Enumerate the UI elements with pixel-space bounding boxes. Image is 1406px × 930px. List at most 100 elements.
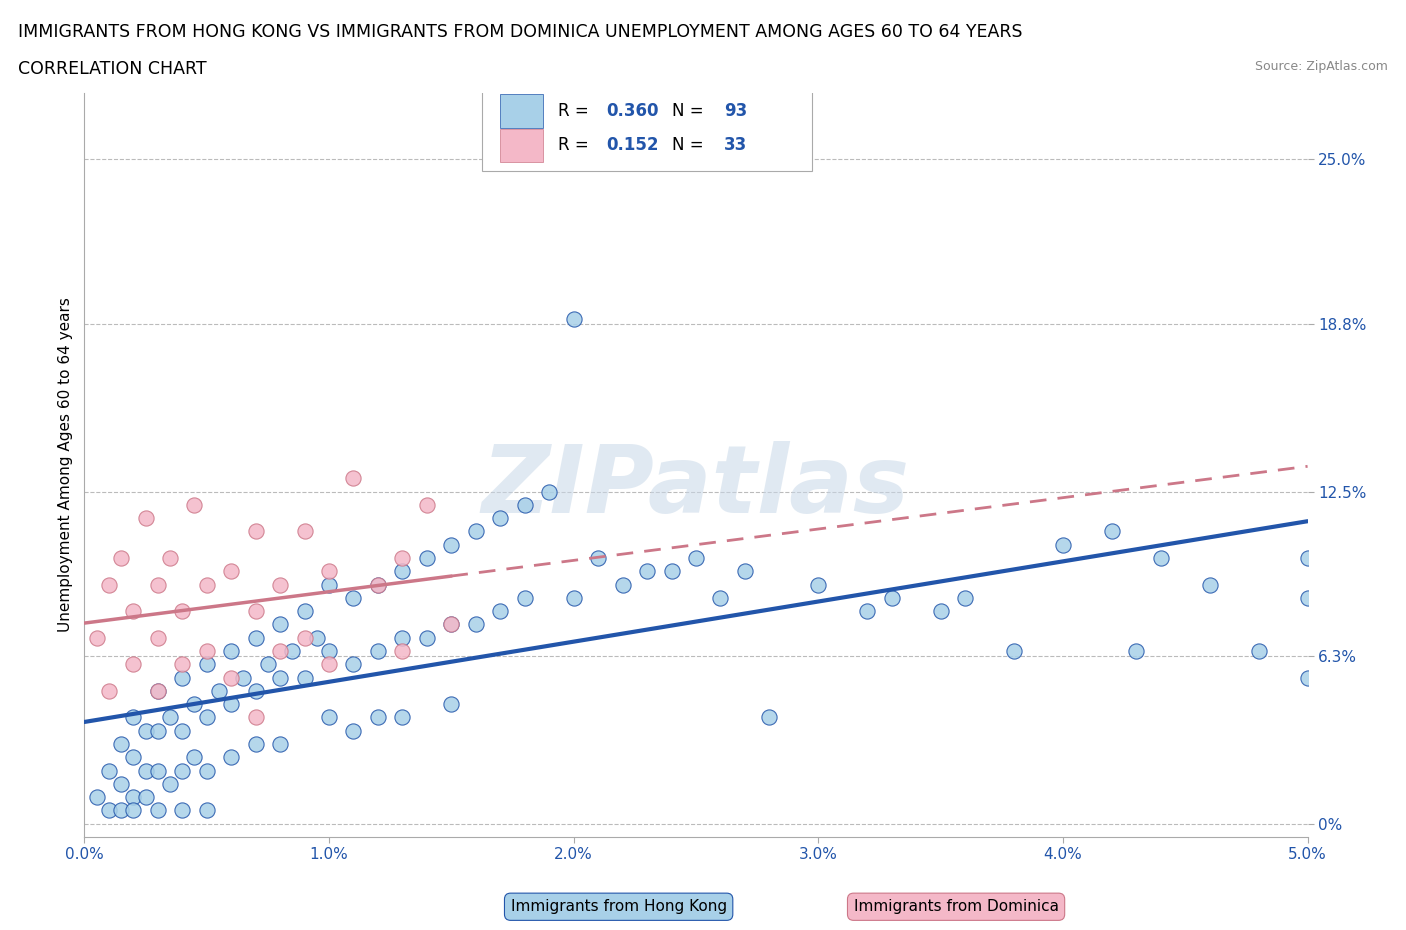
Point bbox=[342, 471, 364, 485]
Point bbox=[513, 498, 536, 512]
Point bbox=[122, 790, 145, 804]
Text: N =: N = bbox=[672, 137, 709, 154]
Point bbox=[294, 631, 316, 645]
Point bbox=[159, 551, 181, 565]
Point bbox=[391, 710, 413, 724]
Point bbox=[97, 803, 120, 817]
Text: R =: R = bbox=[558, 102, 593, 120]
Point bbox=[734, 564, 756, 578]
Point bbox=[562, 591, 585, 605]
Point bbox=[172, 803, 194, 817]
Point bbox=[97, 764, 120, 778]
Point bbox=[758, 710, 780, 724]
Point bbox=[195, 764, 218, 778]
Point bbox=[513, 591, 536, 605]
Point bbox=[245, 524, 267, 538]
Point bbox=[195, 803, 218, 817]
Point bbox=[245, 684, 267, 698]
Point bbox=[183, 498, 205, 512]
Point bbox=[1296, 671, 1319, 685]
Point bbox=[195, 657, 218, 671]
Point bbox=[245, 737, 267, 751]
Point bbox=[586, 551, 609, 565]
Text: ZIPatlas: ZIPatlas bbox=[482, 442, 910, 533]
Point bbox=[122, 604, 145, 618]
Point bbox=[1002, 644, 1025, 658]
Point bbox=[110, 737, 132, 751]
Point bbox=[97, 578, 120, 592]
Point bbox=[172, 724, 194, 738]
Text: CORRELATION CHART: CORRELATION CHART bbox=[18, 60, 207, 78]
Point bbox=[318, 710, 340, 724]
Point bbox=[440, 697, 463, 711]
Point bbox=[953, 591, 976, 605]
Point bbox=[1247, 644, 1270, 658]
Point bbox=[269, 671, 291, 685]
Point bbox=[122, 710, 145, 724]
Point bbox=[342, 724, 364, 738]
Point bbox=[219, 671, 242, 685]
Point bbox=[1296, 551, 1319, 565]
Point bbox=[342, 591, 364, 605]
Point bbox=[562, 312, 585, 326]
Point bbox=[856, 604, 879, 618]
Point bbox=[489, 511, 512, 525]
Point bbox=[135, 511, 157, 525]
FancyBboxPatch shape bbox=[482, 86, 813, 171]
Point bbox=[219, 750, 242, 764]
Point bbox=[146, 803, 169, 817]
Point bbox=[1198, 578, 1220, 592]
Point bbox=[416, 631, 439, 645]
Point bbox=[122, 803, 145, 817]
Point bbox=[172, 604, 194, 618]
Point bbox=[880, 591, 903, 605]
Point bbox=[391, 551, 413, 565]
Text: 33: 33 bbox=[724, 137, 748, 154]
Point bbox=[183, 697, 205, 711]
Point bbox=[1150, 551, 1173, 565]
Text: 0.360: 0.360 bbox=[606, 102, 659, 120]
Point bbox=[929, 604, 952, 618]
Point bbox=[232, 671, 254, 685]
Text: N =: N = bbox=[672, 102, 709, 120]
Point bbox=[464, 617, 486, 631]
Point bbox=[305, 631, 328, 645]
Point bbox=[440, 617, 463, 631]
Point bbox=[195, 710, 218, 724]
Text: 0.152: 0.152 bbox=[606, 137, 659, 154]
Point bbox=[208, 684, 231, 698]
Point bbox=[1101, 524, 1123, 538]
Point bbox=[416, 498, 439, 512]
Point bbox=[391, 644, 413, 658]
Point bbox=[183, 750, 205, 764]
Point bbox=[367, 644, 389, 658]
Point bbox=[195, 578, 218, 592]
Point bbox=[257, 657, 280, 671]
Point bbox=[367, 578, 389, 592]
Y-axis label: Unemployment Among Ages 60 to 64 years: Unemployment Among Ages 60 to 64 years bbox=[58, 298, 73, 632]
Point bbox=[122, 657, 145, 671]
Point bbox=[294, 671, 316, 685]
Point bbox=[318, 578, 340, 592]
Point bbox=[86, 631, 108, 645]
Text: IMMIGRANTS FROM HONG KONG VS IMMIGRANTS FROM DOMINICA UNEMPLOYMENT AMONG AGES 60: IMMIGRANTS FROM HONG KONG VS IMMIGRANTS … bbox=[18, 23, 1022, 41]
Point bbox=[464, 524, 486, 538]
Point bbox=[807, 578, 830, 592]
Point bbox=[269, 578, 291, 592]
Point bbox=[122, 750, 145, 764]
Point bbox=[1125, 644, 1147, 658]
Point bbox=[318, 657, 340, 671]
Point bbox=[245, 631, 267, 645]
Point bbox=[391, 564, 413, 578]
Point bbox=[489, 604, 512, 618]
Text: 93: 93 bbox=[724, 102, 748, 120]
Point bbox=[636, 564, 658, 578]
Point bbox=[269, 737, 291, 751]
Point bbox=[172, 764, 194, 778]
Point bbox=[86, 790, 108, 804]
Point bbox=[172, 671, 194, 685]
Point bbox=[245, 604, 267, 618]
Point bbox=[146, 578, 169, 592]
Text: Source: ZipAtlas.com: Source: ZipAtlas.com bbox=[1254, 60, 1388, 73]
Point bbox=[342, 657, 364, 671]
